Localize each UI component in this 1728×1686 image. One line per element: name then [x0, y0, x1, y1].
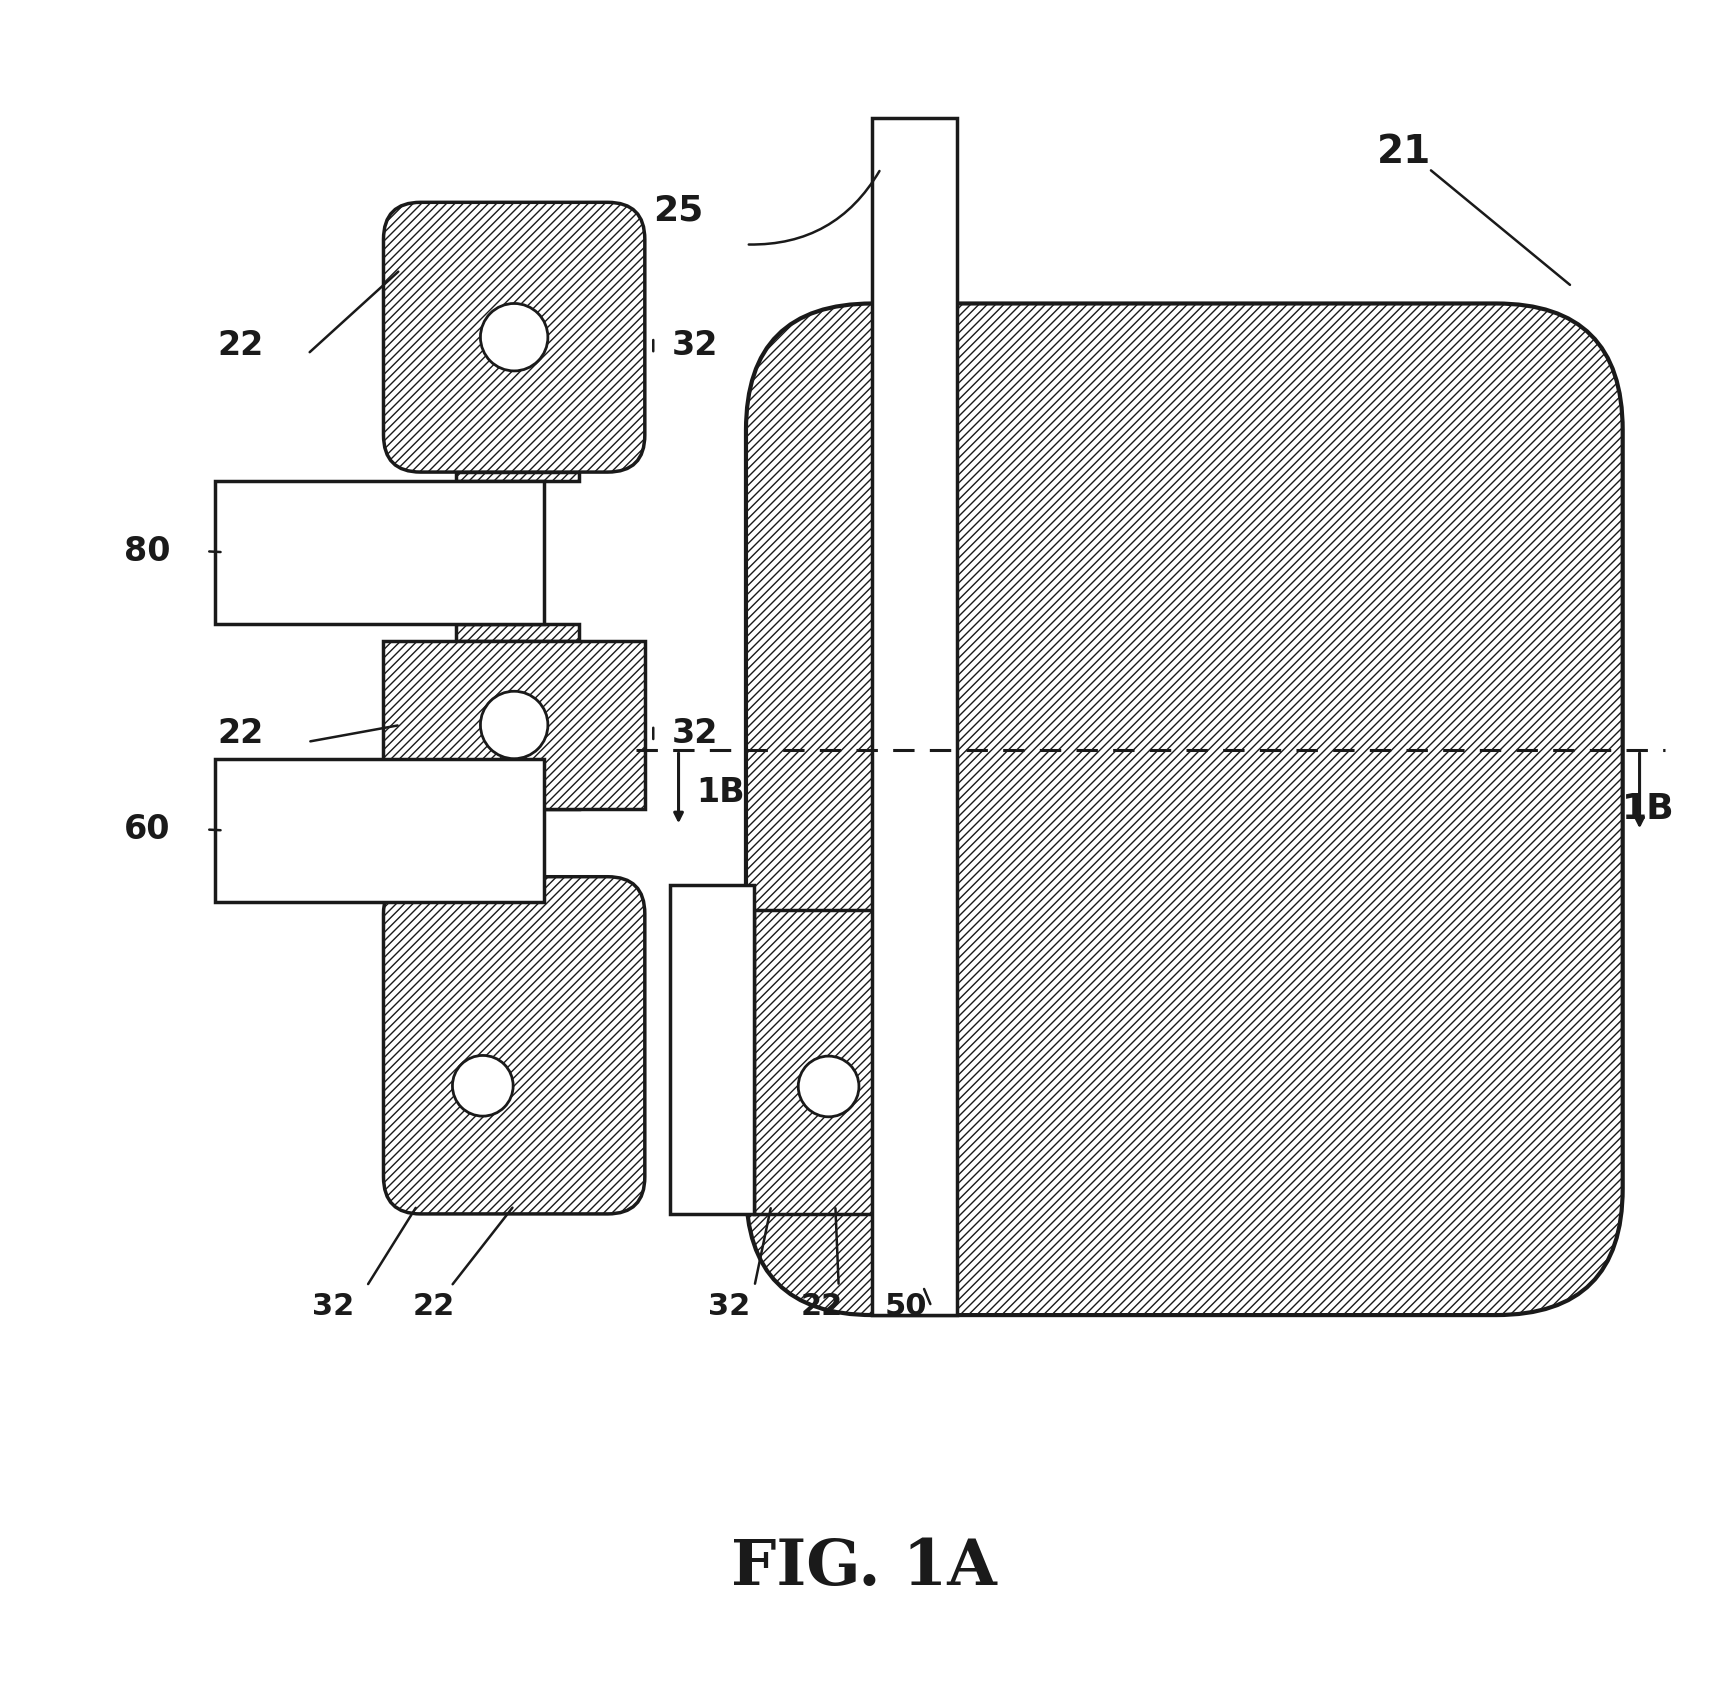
Text: 32: 32 — [311, 1291, 354, 1322]
FancyBboxPatch shape — [746, 303, 1623, 1315]
Text: 22: 22 — [800, 1291, 843, 1322]
Text: FIG. 1A: FIG. 1A — [731, 1538, 997, 1598]
Text: 60: 60 — [124, 813, 171, 846]
Text: 32: 32 — [672, 329, 719, 362]
Text: 22: 22 — [218, 717, 263, 750]
Bar — [214, 759, 544, 902]
Text: 1B: 1B — [1621, 792, 1674, 826]
Text: 80: 80 — [124, 534, 171, 568]
Text: 21: 21 — [1377, 133, 1431, 170]
Bar — [873, 118, 957, 1315]
Bar — [214, 481, 544, 624]
Bar — [384, 641, 645, 809]
Text: 1B: 1B — [696, 776, 745, 809]
Circle shape — [480, 691, 548, 759]
Bar — [456, 759, 579, 809]
Bar — [670, 885, 755, 1214]
Text: 22: 22 — [218, 329, 263, 362]
FancyBboxPatch shape — [384, 877, 645, 1214]
FancyBboxPatch shape — [384, 202, 645, 472]
Text: 32: 32 — [708, 1291, 750, 1322]
Bar — [456, 877, 579, 902]
Circle shape — [480, 303, 548, 371]
Text: 50: 50 — [885, 1291, 928, 1322]
Bar — [456, 472, 579, 481]
Bar — [755, 910, 890, 1214]
Text: 22: 22 — [413, 1291, 454, 1322]
Text: 32: 32 — [672, 717, 719, 750]
Circle shape — [798, 1055, 859, 1116]
Circle shape — [453, 1055, 513, 1116]
Bar — [456, 624, 579, 641]
Text: 25: 25 — [653, 194, 703, 228]
